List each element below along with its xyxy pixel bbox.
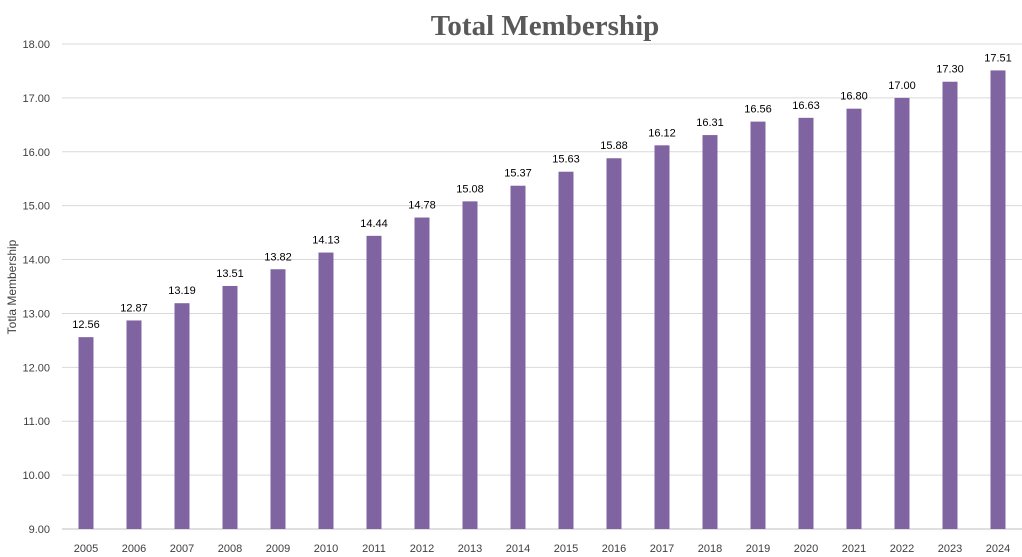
bar [558, 171, 574, 529]
bar [702, 135, 718, 530]
y-tick-label: 12.00 [22, 362, 50, 374]
y-tick-label: 16.00 [22, 147, 50, 159]
data-label: 16.56 [744, 104, 772, 116]
bar [78, 337, 94, 529]
y-tick-label: 13.00 [22, 308, 50, 320]
x-tick-label: 2008 [218, 543, 242, 555]
bar [222, 285, 238, 529]
x-tick-label: 2011 [362, 543, 386, 555]
bar [606, 158, 622, 529]
bar [750, 121, 766, 529]
x-tick-label: 2016 [602, 543, 626, 555]
data-label: 14.13 [312, 235, 340, 247]
bar [366, 235, 382, 529]
x-tick-label: 2012 [410, 543, 434, 555]
data-label: 16.31 [696, 117, 724, 129]
data-label: 16.12 [648, 127, 676, 139]
data-label: 17.00 [888, 80, 916, 92]
x-tick-label: 2015 [554, 543, 578, 555]
bar [798, 117, 814, 530]
data-label: 13.82 [264, 251, 292, 263]
data-label: 17.30 [936, 64, 964, 76]
x-tick-label: 2023 [938, 543, 962, 555]
bar [414, 217, 430, 529]
bar [990, 70, 1006, 530]
data-label: 12.56 [72, 319, 100, 331]
y-tick-label: 17.00 [22, 93, 50, 105]
y-tick-label: 11.00 [23, 416, 50, 428]
x-tick-label: 2022 [890, 543, 914, 555]
x-tick-label: 2006 [122, 543, 146, 555]
x-tick-label: 2019 [746, 543, 770, 555]
x-tick-label: 2013 [458, 543, 482, 555]
bar [318, 252, 334, 530]
x-tick-label: 2021 [842, 543, 866, 555]
data-label: 13.51 [216, 268, 244, 280]
data-label: 15.88 [600, 140, 628, 152]
bar [270, 269, 286, 529]
bar [942, 81, 958, 529]
data-label: 16.63 [792, 100, 820, 112]
x-tick-label: 2014 [506, 543, 530, 555]
x-tick-label: 2009 [266, 543, 290, 555]
data-label: 14.44 [360, 218, 388, 230]
x-tick-label: 2024 [986, 543, 1010, 555]
data-label: 15.63 [552, 154, 580, 166]
y-tick-label: 18.00 [22, 39, 50, 51]
data-label: 15.08 [456, 183, 484, 195]
y-tick-label: 14.00 [22, 255, 50, 267]
x-tick-label: 2005 [74, 543, 98, 555]
bar [462, 201, 478, 529]
bar [654, 145, 670, 530]
bar [174, 303, 190, 529]
data-label: 16.80 [840, 91, 868, 103]
x-tick-label: 2018 [698, 543, 722, 555]
data-label: 17.51 [984, 52, 1012, 64]
data-label: 15.37 [504, 168, 532, 180]
chart-title: Total Membership [430, 10, 660, 42]
x-tick-label: 2020 [794, 543, 818, 555]
data-label: 12.87 [120, 302, 148, 314]
x-tick-label: 2010 [314, 543, 338, 555]
data-label: 14.78 [408, 200, 436, 212]
bar [126, 320, 142, 529]
y-tick-label: 9.00 [29, 524, 50, 536]
bar [846, 108, 862, 530]
data-label: 13.19 [168, 285, 196, 297]
y-tick-label: 15.00 [22, 201, 50, 213]
x-tick-label: 2017 [650, 543, 674, 555]
bar [510, 185, 526, 529]
bar [894, 97, 910, 529]
y-tick-label: 10.00 [22, 470, 50, 482]
x-tick-label: 2007 [170, 543, 194, 555]
